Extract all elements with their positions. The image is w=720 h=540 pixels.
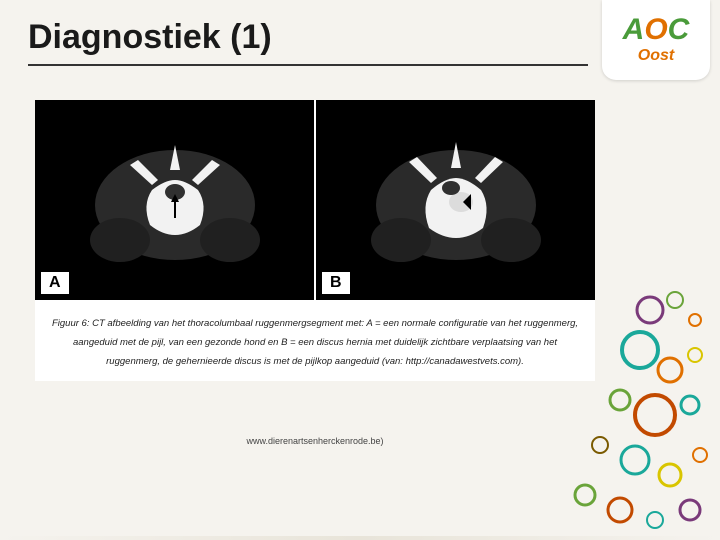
ct-panel-row: A — [35, 100, 595, 300]
slide-title: Diagnostiek (1) — [28, 18, 272, 57]
ct-vertebra-a-icon — [90, 130, 260, 270]
ct-image-b: B — [314, 100, 595, 300]
logo-badge: A O C Oost — [602, 0, 710, 80]
footer-gradient — [0, 536, 720, 540]
logo-letter-o: O — [644, 15, 667, 45]
ct-image-a: A — [35, 100, 314, 300]
slide: Diagnostiek (1) A O C Oost — [0, 0, 720, 540]
ct-figure: A — [35, 100, 595, 381]
ct-label-a: A — [41, 272, 69, 294]
logo-subtext: Oost — [638, 47, 674, 65]
logo-letter-a: A — [623, 15, 645, 45]
logo-text: A O C — [623, 15, 690, 45]
logo-letter-c: C — [668, 15, 690, 45]
ct-vertebra-b-icon — [371, 130, 541, 270]
figure-caption: Figuur 6: CT afbeelding van het thoracol… — [35, 300, 595, 381]
title-underline — [28, 64, 588, 66]
figure-subcaption: www.dierenartsenherckenrode.be) — [35, 434, 595, 448]
ct-label-b: B — [322, 272, 350, 294]
